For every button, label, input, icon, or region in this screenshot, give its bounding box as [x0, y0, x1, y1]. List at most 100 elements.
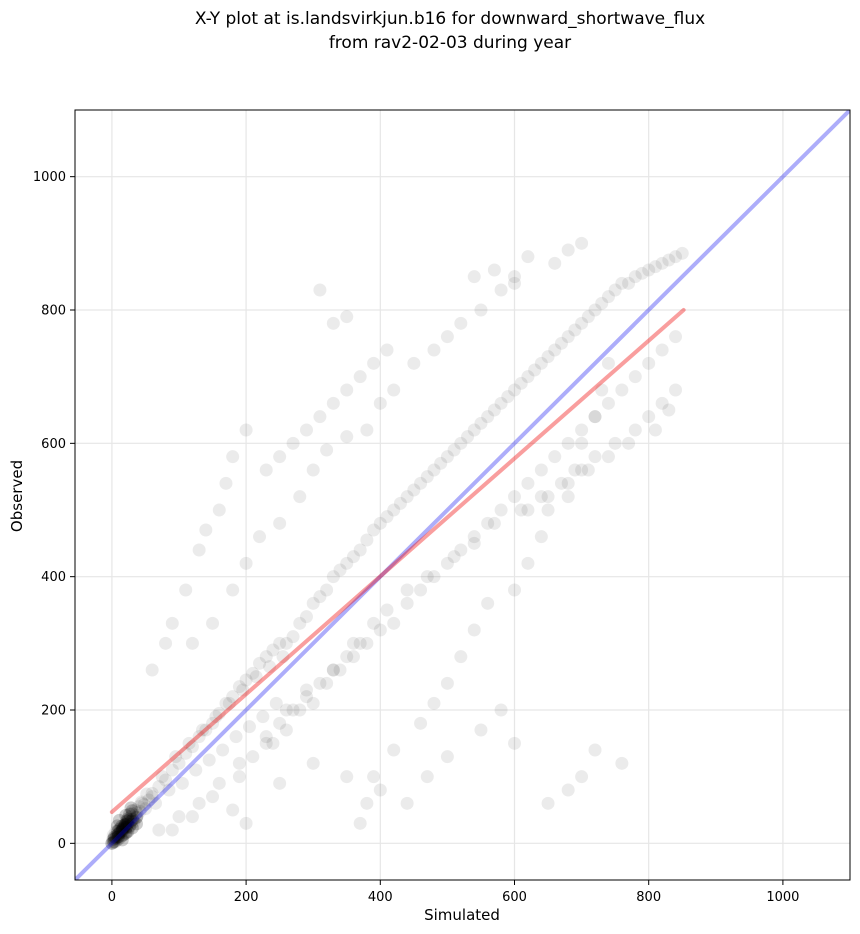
scatter-point	[112, 832, 126, 846]
scatter-point-dense	[125, 804, 139, 818]
scatter-point	[414, 716, 428, 730]
scatter-point	[568, 323, 582, 337]
scatter-point	[145, 790, 159, 804]
scatter-point	[581, 310, 595, 324]
scatter-point-dense	[116, 828, 130, 842]
scatter-point	[159, 773, 173, 787]
scatter-point	[149, 796, 163, 810]
scatter-point	[142, 793, 156, 807]
y-tick-label: 400	[41, 570, 66, 585]
scatter-point	[115, 823, 129, 837]
scatter-point	[514, 376, 528, 390]
scatter-point	[474, 723, 488, 737]
scatter-point	[299, 683, 313, 697]
scatter-point-dense	[111, 824, 125, 838]
scatter-point	[123, 812, 137, 826]
scatter-point	[132, 800, 146, 814]
scatter-point	[159, 636, 173, 650]
scatter-point	[239, 423, 253, 437]
scatter-point	[554, 336, 568, 350]
scatter-point	[306, 696, 320, 710]
scatter-point	[133, 804, 147, 818]
scatter-point	[246, 666, 260, 680]
scatter-point	[487, 403, 501, 417]
scatter-point	[648, 423, 662, 437]
scatter-point	[299, 423, 313, 437]
scatter-point	[286, 703, 300, 717]
scatter-point	[226, 583, 240, 597]
scatter-point	[407, 483, 421, 497]
scatter-point-dense	[109, 831, 123, 845]
scatter-point	[129, 811, 143, 825]
scatter-point	[622, 436, 636, 450]
scatter-point	[615, 383, 629, 397]
scatter-point	[427, 343, 441, 357]
y-tick-label: 200	[41, 704, 66, 719]
scatter-point	[246, 750, 260, 764]
scatter-point	[467, 270, 481, 284]
scatter-point	[474, 303, 488, 317]
scatter-point	[273, 516, 287, 530]
chart-title-line2: from rav2-02-03 during year	[329, 33, 571, 53]
scatter-point	[440, 556, 454, 570]
scatter-point	[662, 253, 676, 267]
scatter-point	[185, 740, 199, 754]
scatter-point	[212, 503, 226, 517]
scatter-point	[669, 250, 683, 264]
scatter-point	[279, 723, 293, 737]
scatter-point	[192, 543, 206, 557]
scatter-point	[273, 450, 287, 464]
scatter-point	[601, 290, 615, 304]
scatter-point-dense	[126, 813, 140, 827]
scatter-point	[326, 663, 340, 677]
lines-layer	[75, 110, 850, 880]
chart-title-line1: X-Y plot at is.landsvirkjun.b16 for down…	[195, 9, 705, 29]
scatter-point	[326, 396, 340, 410]
scatter-point	[182, 736, 196, 750]
scatter-point	[588, 450, 602, 464]
scatter-point	[353, 543, 367, 557]
scatter-point	[299, 610, 313, 624]
scatter-point	[494, 283, 508, 297]
scatter-point	[541, 503, 555, 517]
scatter-point	[145, 663, 159, 677]
scatter-point	[622, 276, 636, 290]
scatter-point	[669, 330, 683, 344]
scatter-point	[440, 676, 454, 690]
scatter-point-dense	[120, 814, 134, 828]
scatter-point	[534, 463, 548, 477]
scatter-point	[259, 730, 273, 744]
scatter-point	[420, 570, 434, 584]
scatter-point	[420, 470, 434, 484]
scatter-point	[106, 833, 120, 847]
scatter-point	[373, 623, 387, 637]
scatter-point-dense	[124, 801, 138, 815]
scatter-point	[481, 596, 495, 610]
scatter-point	[118, 827, 132, 841]
scatter-point	[554, 476, 568, 490]
scatter-point	[454, 316, 468, 330]
scatter-point	[662, 403, 676, 417]
scatter-point	[127, 815, 141, 829]
scatter-point	[134, 795, 148, 809]
scatter-point	[232, 756, 246, 770]
scatter-point	[508, 276, 522, 290]
regression-line	[109, 308, 686, 814]
scatter-point	[192, 730, 206, 744]
scatter-point	[209, 710, 223, 724]
scatter-point	[239, 556, 253, 570]
scatter-point	[434, 456, 448, 470]
scatter-point	[561, 783, 575, 797]
scatter-point	[393, 496, 407, 510]
scatter-point	[242, 720, 256, 734]
scatter-point	[481, 410, 495, 424]
scatter-point-dense	[121, 812, 135, 826]
scatter-point	[199, 523, 213, 537]
scatter-point	[360, 533, 374, 547]
scatter-point	[494, 396, 508, 410]
scatter-point	[474, 416, 488, 430]
scatter-point	[467, 536, 481, 550]
scatter-point	[360, 796, 374, 810]
scatter-point-dense	[129, 817, 143, 831]
scatter-point-dense	[112, 813, 126, 827]
